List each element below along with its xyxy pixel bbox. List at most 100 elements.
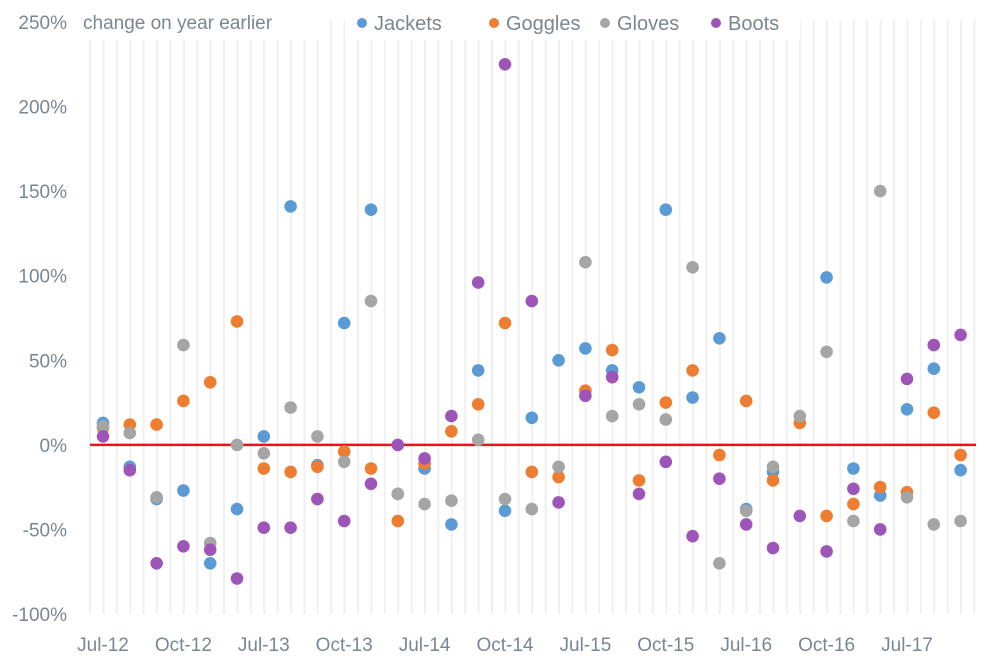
data-point-gloves [900, 491, 914, 504]
data-point-jackets [820, 271, 833, 284]
data-point-goggles [311, 460, 324, 474]
data-point-boots [605, 370, 619, 384]
data-point-boots [900, 372, 914, 386]
data-point-boots [954, 328, 967, 342]
data-point-gloves [498, 492, 512, 506]
data-point-gloves [739, 504, 753, 518]
data-point-jackets [284, 200, 297, 213]
y-tick-label: 150% [18, 182, 67, 203]
data-point-boots [230, 572, 244, 585]
data-point-gloves [257, 447, 271, 460]
data-point-goggles [445, 425, 458, 438]
data-point-boots [659, 455, 673, 469]
x-tick-label: Oct-14 [476, 635, 533, 656]
data-point-goggles [150, 418, 163, 431]
data-point-boots [311, 492, 324, 506]
y-tick-label: 50% [29, 351, 67, 372]
data-point-boots [793, 509, 807, 523]
x-tick-label: Jul-12 [77, 635, 129, 656]
series-gloves [96, 184, 967, 570]
data-point-goggles [364, 462, 378, 475]
data-point-gloves [605, 409, 619, 423]
data-point-gloves [96, 420, 110, 433]
x-tick-label: Oct-12 [155, 635, 212, 656]
data-point-boots [203, 543, 217, 556]
data-point-goggles [954, 448, 967, 462]
data-point-gloves [579, 255, 592, 269]
data-point-boots [257, 521, 271, 534]
data-point-jackets [337, 316, 351, 330]
data-point-gloves [873, 184, 887, 198]
data-point-boots [847, 482, 860, 496]
data-point-gloves [954, 514, 967, 528]
data-point-jackets [471, 364, 485, 377]
data-point-goggles [337, 445, 351, 458]
data-point-jackets [445, 518, 458, 531]
legend-item-boots: Boots [711, 13, 779, 35]
data-point-boots [498, 58, 512, 71]
data-point-goggles [391, 514, 405, 528]
data-point-boots [471, 276, 485, 289]
data-point-goggles [820, 509, 833, 523]
y-tick-label: -100% [12, 605, 67, 626]
data-point-gloves [471, 433, 485, 447]
data-point-goggles [203, 376, 217, 389]
legend: Jackets Goggles Gloves Boots [357, 13, 779, 35]
data-point-boots [418, 452, 431, 465]
data-point-goggles [632, 474, 646, 487]
data-point-gloves [632, 398, 646, 411]
data-point-gloves [820, 345, 833, 359]
data-point-jackets [686, 391, 699, 404]
legend-marker-icon [600, 18, 610, 28]
data-point-gloves [766, 460, 780, 474]
data-point-gloves [150, 491, 163, 504]
data-point-jackets [177, 484, 190, 497]
legend-marker-icon [711, 18, 721, 28]
data-point-gloves [337, 455, 351, 469]
data-point-jackets [498, 504, 512, 518]
data-point-jackets [364, 203, 378, 216]
data-point-goggles [927, 406, 941, 420]
x-tick-label: Jul-15 [560, 635, 612, 656]
data-point-goggles [686, 364, 699, 377]
data-point-boots [873, 523, 887, 536]
legend-label: Jackets [374, 13, 442, 35]
title-backgrounds [0, 0, 800, 40]
data-point-gloves [713, 557, 726, 570]
data-point-jackets [847, 462, 860, 475]
vertical-gridlines [89, 20, 976, 614]
data-point-boots [686, 529, 699, 543]
data-point-boots [445, 409, 458, 423]
x-tick-label: Jul-17 [881, 635, 933, 656]
data-point-boots [632, 487, 646, 501]
data-point-boots [927, 338, 941, 352]
data-point-jackets [713, 332, 726, 345]
data-point-boots [713, 472, 726, 486]
chart-title: change on year earlier [83, 13, 273, 34]
x-axis-ticks: Jul-12 Oct-12 Jul-13 Oct-13 Jul-14 Oct-14 Jul-… [77, 635, 933, 656]
y-tick-label: 100% [18, 267, 67, 288]
data-point-boots [177, 540, 190, 553]
data-point-jackets [927, 362, 941, 376]
data-point-gloves [230, 438, 244, 452]
data-point-gloves [445, 494, 458, 508]
data-point-boots [123, 463, 137, 477]
data-point-jackets [552, 354, 565, 367]
y-axis-ticks: 250% 200% 150% 100% 50% 0% -50% -100% [12, 13, 67, 626]
legend-background [345, 0, 800, 40]
legend-label: Gloves [617, 13, 679, 35]
y-tick-label: -50% [23, 520, 67, 541]
legend-item-goggles: Goggles [489, 13, 581, 35]
data-point-gloves [686, 261, 699, 274]
x-tick-label: Jul-16 [720, 635, 772, 656]
data-point-jackets [525, 411, 539, 425]
data-point-gloves [391, 487, 405, 501]
data-point-goggles [713, 448, 726, 462]
legend-marker-icon [357, 18, 367, 28]
data-point-gloves [177, 338, 190, 352]
legend-item-jackets: Jackets [357, 13, 442, 35]
data-point-gloves [793, 409, 807, 423]
x-tick-label: Oct-15 [637, 635, 694, 656]
data-point-gloves [311, 430, 324, 443]
data-point-boots [820, 545, 833, 558]
